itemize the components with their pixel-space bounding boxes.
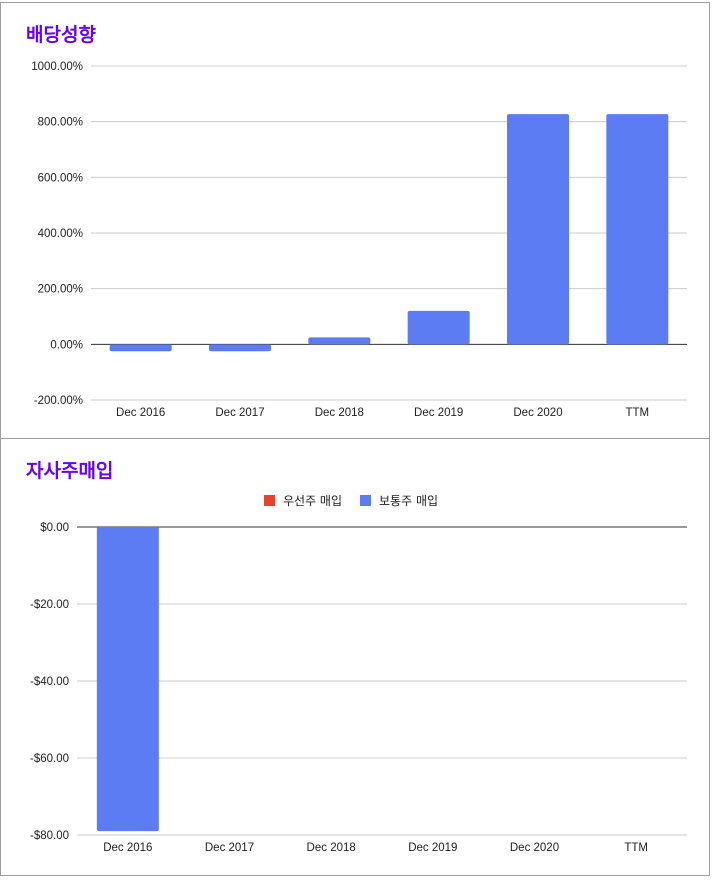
y-tick-label: -$40.00	[30, 676, 69, 688]
x-tick-label: Dec 2019	[414, 407, 463, 419]
chart-title: 자사주매입	[26, 460, 114, 482]
x-tick-label: Dec 2016	[116, 407, 165, 419]
x-tick-label: Dec 2017	[215, 407, 264, 419]
bar[interactable]	[507, 114, 569, 345]
y-tick-label: 1000.00%	[31, 61, 83, 73]
legend-swatch	[360, 495, 372, 506]
y-tick-label: 200.00%	[38, 284, 83, 296]
legend-label: 보통주 매입	[379, 494, 438, 508]
chart-title: 배당성향	[26, 24, 96, 46]
y-tick-label: $0.00	[40, 522, 69, 534]
x-tick-label: Dec 2018	[307, 842, 356, 854]
legend-swatch	[264, 495, 275, 506]
y-tick-label: 800.00%	[38, 117, 83, 129]
x-tick-label: Dec 2020	[513, 407, 562, 419]
y-tick-label: 0.00%	[50, 339, 83, 351]
y-tick-label: -$80.00	[30, 830, 69, 842]
bar[interactable]	[209, 344, 271, 352]
y-tick-label: 600.00%	[38, 172, 83, 184]
x-tick-label: Dec 2017	[205, 842, 254, 854]
y-tick-label: 400.00%	[38, 228, 83, 240]
bar[interactable]	[109, 344, 172, 352]
x-tick-label: Dec 2020	[510, 842, 559, 854]
y-tick-label: -$60.00	[30, 753, 69, 765]
bar[interactable]	[308, 337, 371, 345]
x-tick-label: TTM	[624, 842, 648, 854]
buyback-chart: -$80.00 -$60.00 -$40.00 -$20.00 $0.00 Dec 201…	[30, 494, 687, 854]
bar[interactable]	[606, 114, 669, 345]
bar[interactable]	[407, 310, 470, 345]
bar[interactable]	[96, 527, 159, 832]
legend-label: 우선주 매입	[283, 494, 342, 508]
x-tick-label: Dec 2019	[408, 842, 457, 854]
payout-ratio-panel: 배당성향 -200.00% 0.00% 200.00% 400.00% 600.00% 8…	[0, 2, 710, 439]
y-tick-label: -200.00%	[34, 395, 83, 407]
payout-ratio-chart: -200.00% 0.00% 200.00% 400.00% 600.00% 800.00…	[31, 61, 687, 419]
x-tick-label: Dec 2016	[103, 842, 152, 854]
buyback-panel: 자사주매입 -$80.00 -$60.00 -$40.00 -$20.00 $0.00 D…	[0, 438, 710, 876]
y-tick-label: -$20.00	[30, 599, 69, 611]
x-tick-label: TTM	[626, 407, 650, 419]
x-tick-label: Dec 2018	[315, 407, 364, 419]
